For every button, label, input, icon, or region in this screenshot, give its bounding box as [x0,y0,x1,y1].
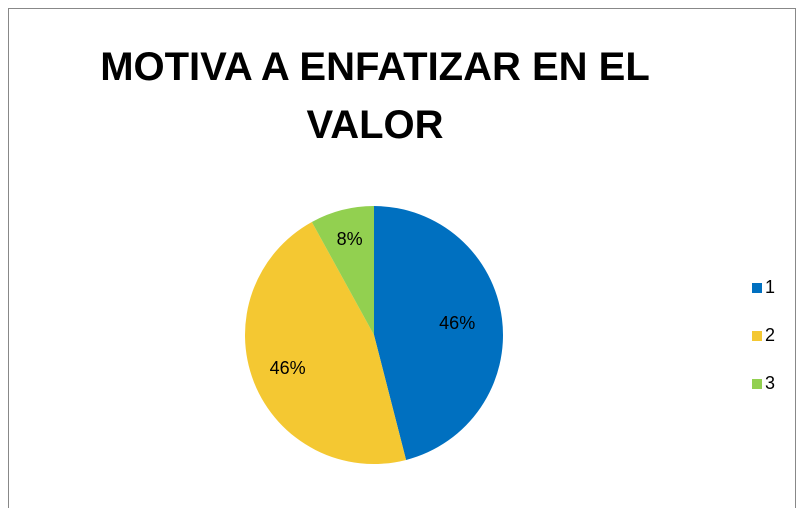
pie-slice [245,221,407,464]
legend-label: 1 [765,277,775,297]
legend-label: 3 [765,373,775,393]
legend-swatch [752,379,762,389]
legend-label: 2 [765,325,775,345]
pie-slice [374,206,503,460]
data-label: 46% [439,313,475,333]
legend-swatch [752,331,762,341]
chart-border [8,8,796,508]
data-label: 46% [270,358,306,378]
pie-slice [311,206,374,335]
data-label: 8% [337,229,363,249]
chart-title: MOTIVA A ENFATIZAR EN EL VALOR [100,45,650,147]
legend-swatch [752,283,762,293]
